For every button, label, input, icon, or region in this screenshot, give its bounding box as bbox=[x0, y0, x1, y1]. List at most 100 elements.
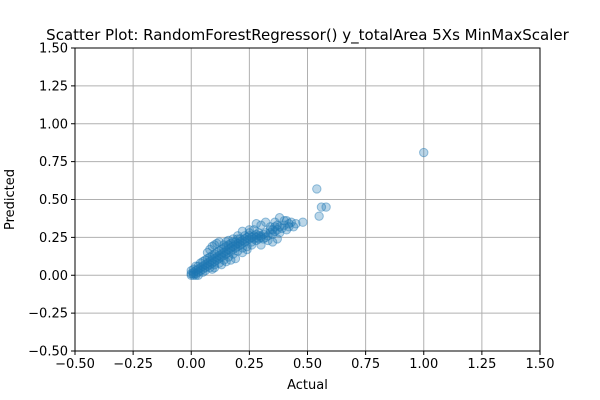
scatter-point bbox=[314, 211, 324, 221]
scatter-point bbox=[237, 226, 248, 237]
scatter-point bbox=[284, 222, 294, 232]
scatter-point bbox=[198, 256, 208, 267]
scatter-point bbox=[260, 228, 271, 238]
scatter-point bbox=[247, 232, 257, 243]
scatter-point bbox=[253, 228, 264, 238]
scatter-point bbox=[240, 237, 250, 247]
scatter-point bbox=[253, 231, 264, 241]
scatter-point bbox=[228, 249, 238, 259]
scatter-point bbox=[191, 269, 201, 279]
scatter-point bbox=[186, 270, 196, 280]
y-tick-label: −0.50 bbox=[28, 345, 68, 360]
scatter-point bbox=[270, 222, 280, 232]
scatter-point bbox=[265, 228, 275, 238]
x-tick-label: 1.50 bbox=[526, 357, 555, 372]
scatter-point bbox=[242, 244, 252, 255]
scatter-point bbox=[265, 225, 275, 235]
scatter-point bbox=[205, 256, 215, 267]
scatter-point bbox=[242, 235, 252, 246]
scatter-point bbox=[212, 238, 222, 249]
scatter-point bbox=[226, 246, 236, 256]
scatter-point bbox=[221, 241, 231, 252]
scatter-point bbox=[188, 267, 199, 277]
scatter-point bbox=[223, 252, 234, 262]
scatter-point bbox=[291, 219, 301, 229]
scatter-point bbox=[202, 253, 213, 264]
scatter-point bbox=[288, 222, 299, 232]
scatter-point bbox=[223, 235, 234, 246]
scatter-point bbox=[247, 240, 257, 250]
y-tick-label: 0.25 bbox=[39, 231, 68, 246]
scatter-point bbox=[272, 234, 282, 244]
scatter-point bbox=[253, 234, 264, 244]
scatter-point bbox=[284, 219, 294, 229]
y-tick-label: −0.25 bbox=[28, 307, 68, 322]
scatter-point bbox=[216, 244, 227, 255]
scatter-point bbox=[249, 231, 259, 241]
scatter-point bbox=[209, 262, 220, 273]
scatter-point bbox=[256, 240, 266, 250]
scatter-point bbox=[219, 255, 229, 265]
y-axis-title: Predicted bbox=[3, 169, 18, 230]
scatter-point bbox=[205, 262, 215, 273]
scatter-point bbox=[219, 240, 229, 250]
scatter-point bbox=[258, 229, 269, 240]
scatter-point bbox=[228, 241, 238, 252]
scatter-point bbox=[237, 238, 248, 249]
scatter-point bbox=[244, 225, 255, 235]
scatter-point bbox=[244, 228, 255, 238]
scatter-point bbox=[230, 253, 241, 264]
scatter-point bbox=[270, 226, 280, 237]
scatter-point bbox=[193, 270, 203, 280]
chart-title: Scatter Plot: RandomForestRegressor() y_… bbox=[46, 26, 569, 45]
scatter-point bbox=[235, 237, 245, 247]
scatter-point bbox=[212, 247, 222, 258]
scatter-point bbox=[237, 235, 248, 246]
scatter-point bbox=[256, 232, 266, 243]
scatter-point bbox=[188, 264, 199, 274]
scatter-point bbox=[237, 243, 248, 253]
scatter-point bbox=[221, 249, 231, 259]
y-tick-label: 0.00 bbox=[39, 269, 68, 284]
scatter-point bbox=[207, 264, 217, 274]
scatter-point bbox=[256, 220, 266, 230]
scatter-point bbox=[244, 234, 255, 244]
scatter-point bbox=[226, 238, 236, 249]
x-tick-label: 0.50 bbox=[293, 357, 322, 372]
scatter-point bbox=[216, 259, 227, 270]
scatter-point bbox=[212, 255, 222, 265]
scatter-point bbox=[242, 232, 252, 243]
scatter-point bbox=[198, 264, 208, 274]
scatter-point bbox=[267, 229, 278, 240]
scatter-point bbox=[209, 256, 220, 267]
x-tick-label: 1.25 bbox=[467, 357, 496, 372]
y-tick-label: 1.50 bbox=[39, 42, 68, 57]
scatter-point bbox=[188, 270, 199, 280]
scatter-point bbox=[219, 243, 229, 253]
scatter-point bbox=[230, 240, 241, 250]
scatter-point bbox=[195, 266, 206, 276]
scatter-point bbox=[221, 246, 231, 256]
scatter-point bbox=[193, 267, 203, 277]
scatter-point bbox=[233, 231, 243, 241]
scatter-point bbox=[272, 220, 282, 230]
scatter-point bbox=[316, 202, 327, 212]
scatter-point bbox=[274, 228, 285, 238]
scatter-point bbox=[235, 240, 245, 250]
scatter-point bbox=[214, 253, 224, 264]
scatter-point bbox=[207, 250, 217, 261]
scatter-point bbox=[200, 266, 210, 276]
scatter-point bbox=[258, 234, 269, 244]
scatter-point bbox=[260, 217, 271, 227]
scatter-point bbox=[228, 237, 238, 247]
scatter-point bbox=[205, 259, 215, 270]
scatter-point bbox=[286, 217, 296, 227]
scatter-point bbox=[214, 237, 224, 247]
scatter-point bbox=[191, 270, 201, 280]
scatter-point bbox=[223, 247, 234, 258]
scatter-point bbox=[200, 255, 210, 265]
scatter-point bbox=[188, 269, 199, 279]
scatter-point bbox=[235, 234, 245, 244]
scatter-point bbox=[263, 231, 273, 241]
scatter-point bbox=[230, 237, 241, 247]
